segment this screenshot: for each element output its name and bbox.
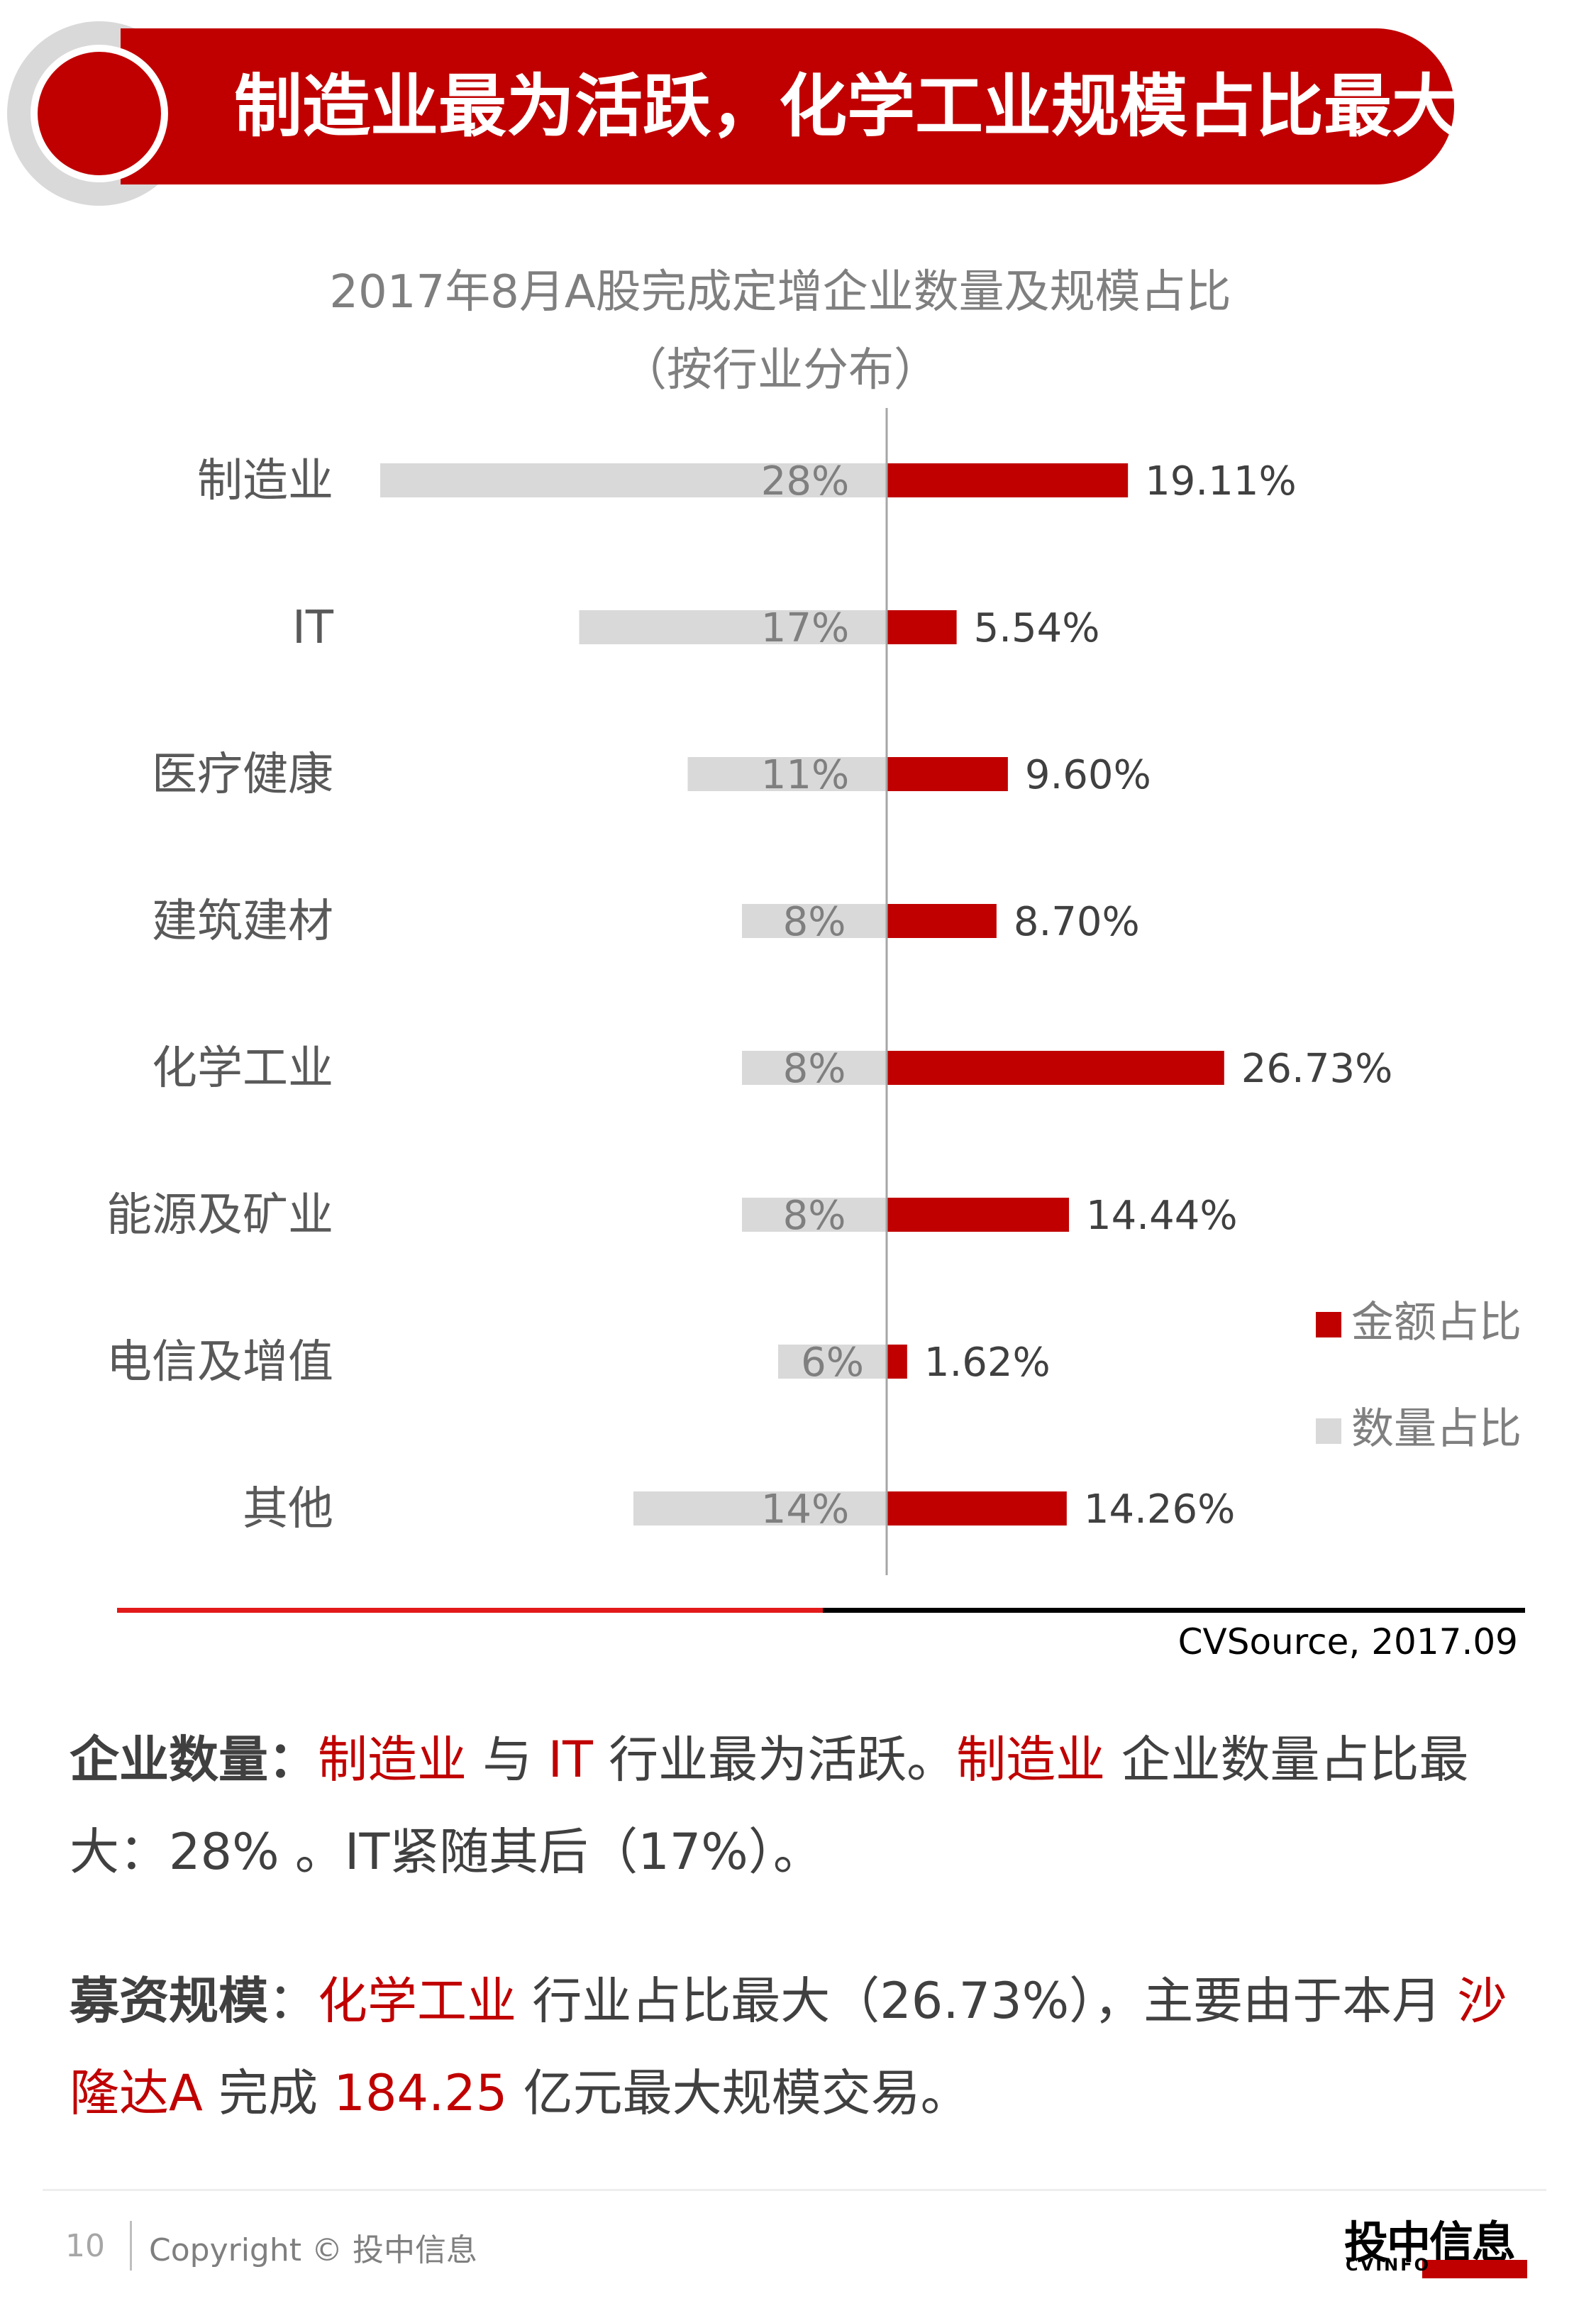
data-label-count-1: 17% (761, 605, 849, 651)
logo-text-en: CVINFO (1346, 2255, 1431, 2275)
data-label-count-4: 8% (783, 1046, 846, 1092)
banner-bar (121, 28, 1454, 184)
category-label-5: 能源及矿业 (106, 1189, 333, 1242)
para2-text-3: 亿元最大规模交易。 (507, 2064, 970, 2122)
bar-amount-5 (887, 1198, 1070, 1232)
bar-amount-1 (887, 610, 957, 644)
bar-amount-3 (887, 904, 997, 938)
bar-count-1 (579, 610, 887, 644)
para2-highlight-3: 184.25 (333, 2064, 508, 2122)
footer-divider (43, 2189, 1546, 2191)
bar-count-3 (742, 904, 887, 938)
bar-amount-2 (887, 757, 1008, 791)
cvinfo-logo: 投中信息 CVINFO (1344, 2207, 1529, 2285)
data-label-amount-2: 9.60% (1025, 752, 1151, 798)
logo-text-cn: 投中信息 (1344, 2217, 1516, 2268)
para2-highlight-1: 化学工业 (318, 1972, 516, 2030)
category-label-0: 制造业 (197, 455, 333, 507)
data-label-amount-3: 8.70% (1014, 899, 1140, 945)
category-label-6: 电信及增值 (106, 1336, 333, 1389)
bar-count-5 (742, 1198, 887, 1232)
page-number: 10 (65, 2228, 105, 2264)
category-label-4: 化学工业 (152, 1042, 333, 1095)
bar-amount-6 (887, 1345, 907, 1379)
data-label-count-2: 11% (761, 752, 849, 798)
legend-swatch-amount (1316, 1312, 1341, 1338)
bar-count-2 (687, 757, 887, 791)
data-label-amount-4: 26.73% (1241, 1046, 1393, 1092)
page-title: 制造业最为活跃，化学工业规模占比最大 (234, 67, 1460, 146)
chart-title: 2017年8月A股完成定增企业数量及规模占比 (329, 266, 1231, 319)
para2-highlight-2: 沙隆达A (70, 1972, 1507, 2122)
copyright-text: Copyright © 投中信息 (149, 2232, 477, 2268)
para2-text-2: 完成 (202, 2064, 334, 2122)
para2-label: 募资规模 (70, 1972, 268, 2030)
para1-highlight-2: IT (548, 1731, 593, 1789)
divider-black (823, 1608, 1525, 1613)
diverging-bar-chart: 制造业 28% 19.11% IT 17% 5.54% 医疗健康 11% 9.60% 建筑建材 8%… (106, 408, 1393, 1575)
bar-amount-7 (887, 1491, 1067, 1526)
para1-label: 企业数量： (70, 1731, 318, 1789)
bar-count-4 (742, 1051, 887, 1085)
bar-count-6 (778, 1345, 887, 1379)
footer-separator (130, 2221, 132, 2271)
data-label-count-0: 28% (761, 458, 849, 504)
paragraph-fundraising-scale: 募资规模：化学工业 行业占比最大（26.73%），主要由于本月 沙隆达A 完成 … (70, 1955, 1531, 2139)
data-label-amount-5: 14.44% (1086, 1193, 1238, 1239)
category-label-3: 建筑建材 (152, 895, 333, 948)
para1-text-3: 企业数量占比最大：28% 。IT紧随其后（17%）。 (70, 1731, 1469, 1881)
data-label-amount-0: 19.11% (1145, 458, 1297, 504)
divider-red (117, 1608, 823, 1613)
legend-label-amount: 金额占比 (1351, 1298, 1522, 1347)
legend-item-count: 数量占比 (1316, 1394, 1522, 1456)
para1-text-2: 行业最为活跃。 (592, 1731, 957, 1789)
category-label-2: 医疗健康 (152, 749, 333, 801)
para2-text-0: ： (268, 1972, 318, 2030)
bar-count-7 (633, 1491, 887, 1526)
source-note: CVSource, 2017.09 (1177, 1621, 1518, 1662)
data-label-count-3: 8% (783, 899, 846, 945)
para2-text-1: 行业占比最大（26.73%），主要由于本月 (516, 1972, 1458, 2030)
legend-swatch-count (1316, 1418, 1341, 1445)
data-label-amount-1: 5.54% (974, 605, 1100, 651)
data-label-count-5: 8% (783, 1193, 846, 1239)
para1-highlight-3: 制造业 (956, 1731, 1106, 1789)
data-label-amount-7: 14.26% (1084, 1486, 1236, 1533)
legend-label-count: 数量占比 (1351, 1404, 1522, 1454)
para1-text-1: 与 (467, 1731, 548, 1789)
category-label-7: 其他 (243, 1483, 333, 1535)
logo-red-bar (1422, 2260, 1527, 2278)
legend-item-amount: 金额占比 (1316, 1288, 1522, 1350)
bar-amount-0 (887, 463, 1129, 497)
data-label-count-7: 14% (761, 1486, 849, 1533)
category-label-1: IT (292, 602, 334, 654)
data-label-count-6: 6% (801, 1340, 864, 1386)
data-label-amount-6: 1.62% (924, 1340, 1051, 1386)
bar-amount-4 (887, 1051, 1224, 1085)
paragraph-company-count: 企业数量：制造业 与 IT 行业最为活跃。制造业 企业数量占比最大：28% 。I… (70, 1714, 1531, 1898)
bar-count-0 (380, 463, 887, 497)
chart-subtitle: （按行业分布） (621, 344, 939, 397)
para1-highlight-1: 制造业 (318, 1731, 467, 1789)
